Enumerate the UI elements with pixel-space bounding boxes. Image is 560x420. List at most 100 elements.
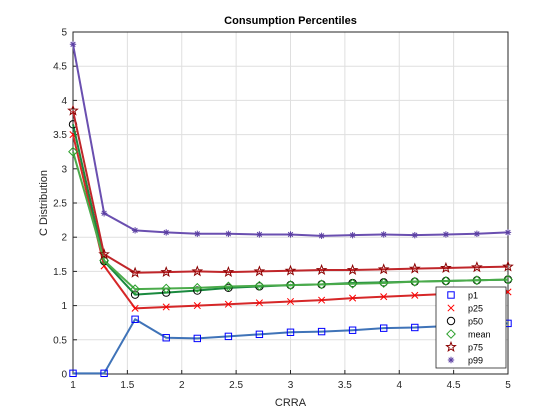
x-axis-label: CRRA [275, 397, 307, 409]
legend: p1 p25 p50 mean p75 p99 [435, 286, 507, 369]
data-point [160, 265, 173, 278]
data-point [224, 283, 233, 293]
data-point [318, 232, 325, 240]
legend-item: p1 [447, 291, 478, 301]
x-tick-label: 3 [288, 380, 294, 391]
x-tick-label: 2.5 [229, 380, 243, 391]
data-point [315, 263, 328, 275]
data-point [346, 263, 359, 275]
chart-title: Consumption Percentiles [224, 15, 357, 27]
data-point [161, 283, 172, 294]
legend-marker [446, 329, 456, 339]
data-point [193, 302, 201, 310]
data-point [442, 231, 450, 238]
data-point [131, 304, 139, 312]
data-point [378, 278, 389, 288]
x-tick-label: 3.5 [338, 380, 352, 391]
series-mean [68, 146, 513, 295]
data-point [284, 264, 297, 276]
data-point [317, 327, 326, 336]
y-tick-label: 1 [61, 301, 67, 312]
data-point [131, 315, 139, 323]
data-point [503, 274, 513, 285]
axes-box [72, 31, 509, 375]
series-line [73, 318, 509, 375]
legend-item: mean [446, 329, 491, 340]
data-point [225, 230, 232, 237]
y-tick-label: 1.5 [53, 267, 67, 278]
series-line [72, 151, 509, 291]
data-point [99, 255, 110, 266]
data-point [162, 334, 170, 342]
data-point [222, 265, 235, 278]
data-point [162, 303, 170, 311]
legend-item: p75 [445, 340, 483, 353]
data-point [287, 231, 294, 238]
x-tick-label: 4 [396, 380, 402, 391]
data-point [69, 41, 77, 48]
data-point [473, 230, 481, 237]
x-tick-label: 1 [70, 380, 76, 391]
data-point [349, 294, 357, 302]
data-point [68, 146, 78, 157]
y-tick-label: 5 [61, 28, 67, 39]
legend-marker [446, 316, 456, 326]
data-point [411, 291, 419, 299]
data-point [223, 281, 234, 292]
data-point [471, 275, 482, 286]
y-tick-label: 3 [61, 164, 67, 175]
y-tick-label: 4.5 [53, 62, 67, 73]
data-point [253, 265, 266, 277]
plot-area: 1 1.5 2 2.5 3 3.5 4 4.5 5 0 0.5 1 1.5 2 2.5 3 3.5 4 4.5 5 [53, 28, 511, 392]
legend-label: mean [468, 330, 491, 340]
data-point [100, 369, 108, 378]
data-point [129, 266, 141, 278]
data-point [191, 265, 204, 277]
data-point [377, 263, 390, 275]
legend-label: p1 [468, 291, 478, 301]
data-point [131, 227, 139, 234]
data-point [130, 284, 141, 295]
legend-label: p99 [468, 356, 483, 366]
legend-marker [447, 291, 455, 299]
data-point [193, 334, 202, 343]
series-p99 [69, 41, 512, 240]
data-point [347, 278, 358, 289]
data-point [379, 324, 388, 332]
data-point [409, 276, 420, 287]
data-point [504, 229, 512, 236]
data-point [162, 229, 170, 236]
data-point [255, 299, 263, 307]
series-p75 [67, 104, 514, 278]
y-tick-label: 3.5 [53, 130, 67, 141]
data-point [286, 297, 295, 306]
data-point [285, 280, 296, 290]
series-line [72, 110, 509, 274]
data-point [349, 231, 356, 239]
data-point [440, 276, 451, 286]
data-point [255, 330, 264, 339]
data-point [130, 290, 140, 299]
data-point [254, 280, 265, 291]
legend-marker [447, 304, 455, 312]
data-point [411, 323, 419, 332]
data-point [194, 230, 201, 237]
data-point [192, 282, 203, 293]
y-tick-label: 0.5 [53, 335, 67, 346]
legend-label: p25 [468, 304, 483, 314]
data-point [318, 296, 326, 304]
data-point [380, 293, 388, 301]
data-point [67, 104, 79, 116]
legend-item: p25 [447, 304, 483, 314]
data-point [471, 261, 483, 273]
data-point [286, 328, 295, 336]
data-point [440, 261, 452, 273]
y-tick-label: 2.5 [53, 199, 67, 210]
legend-item: p50 [446, 316, 483, 327]
x-tick-label: 1.5 [120, 380, 134, 391]
y-tick-label: 2 [61, 233, 67, 244]
data-point [408, 262, 421, 274]
data-point [100, 210, 108, 217]
legend-label: p50 [468, 317, 483, 327]
